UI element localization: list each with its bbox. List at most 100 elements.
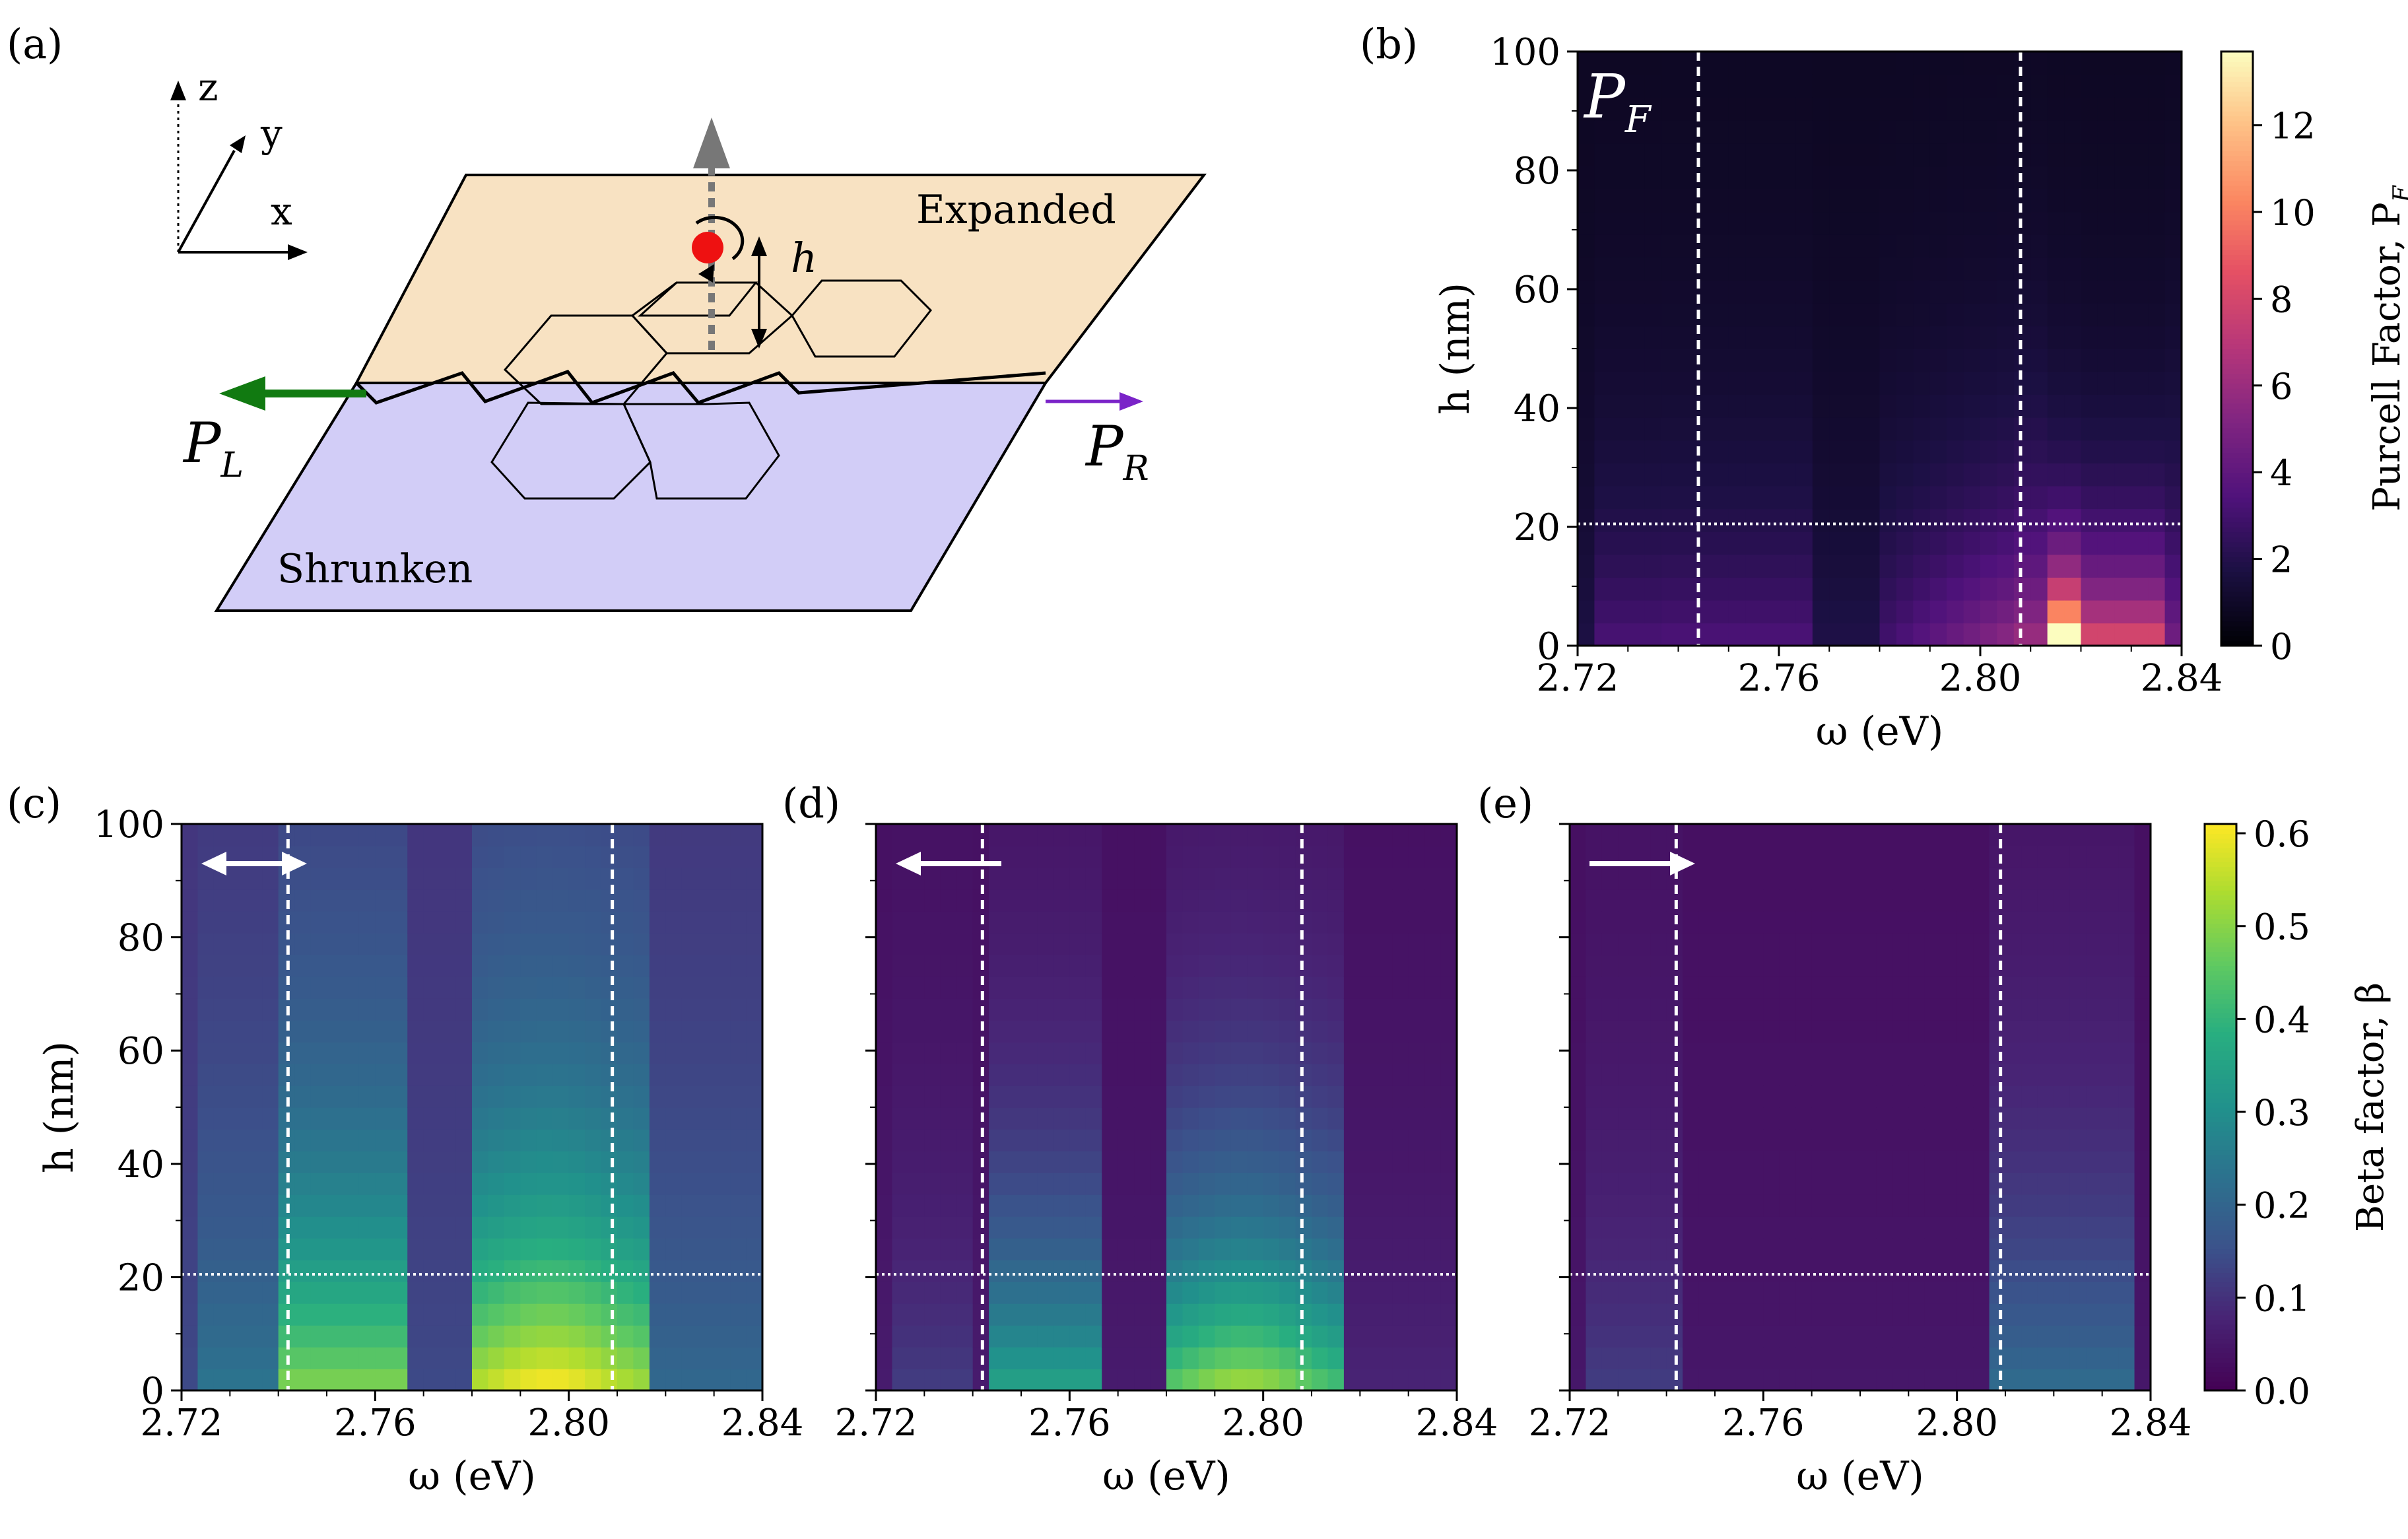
heatmap-cell [2131, 302, 2149, 327]
heatmap-cell [213, 1173, 231, 1195]
heatmap-cell [1779, 325, 1797, 349]
heatmap-cell [1795, 257, 1813, 281]
colorbar-segment [2205, 1173, 2236, 1179]
heatmap-cell [1924, 846, 1942, 868]
colorbar-segment [2221, 324, 2253, 329]
left-arrow-head [219, 376, 265, 411]
heatmap-cell [2118, 1194, 2135, 1217]
heatmap-cell [1812, 211, 1830, 235]
heatmap-cell [1102, 1085, 1119, 1108]
heatmap-cell [1863, 463, 1881, 487]
heatmap-cell [1712, 554, 1729, 578]
heatmap-cell [1424, 911, 1442, 934]
heatmap-cell [2097, 623, 2116, 646]
heatmap-cell [1762, 97, 1780, 121]
heatmap-cell [714, 1369, 731, 1391]
heatmap-cell [440, 1194, 457, 1217]
heatmap-cell [1102, 1325, 1119, 1348]
colorbar-segment [2221, 81, 2253, 87]
heatmap-cell [2134, 1260, 2151, 1282]
heatmap-cell [2013, 120, 2032, 144]
heatmap-cell [1424, 1216, 1442, 1239]
heatmap-cell [940, 955, 958, 977]
heatmap-cell [1586, 1303, 1603, 1326]
colorbar-segment [2205, 1385, 2236, 1391]
heatmap-cell [1795, 1369, 1813, 1391]
axes-e: 2.72 2.76 2.80 2.84ω (eV) [1529, 823, 2191, 1499]
heatmap-cell [407, 1042, 424, 1064]
heatmap-cell [585, 998, 602, 1021]
heatmap-cell [940, 1107, 958, 1130]
heatmap-cell [1118, 955, 1135, 977]
heatmap-cell [1683, 933, 1700, 955]
heatmap-cell [924, 1129, 941, 1151]
heatmap-cell [1762, 74, 1780, 98]
heatmap-cell [375, 1151, 392, 1173]
heatmap-cell [1166, 1260, 1184, 1282]
heatmap-cell [552, 1085, 570, 1108]
heatmap-cell [2102, 1369, 2119, 1391]
heatmap-cell [730, 1282, 747, 1304]
heatmap-cell [1634, 1325, 1652, 1348]
heatmap-cell [1980, 531, 1998, 555]
heatmap-cell [440, 1020, 457, 1043]
heatmap-cell [1956, 1129, 1974, 1151]
heatmap-cell [343, 1020, 360, 1043]
x-axis-title: ω (eV) [1796, 1453, 1924, 1499]
heatmap-cell [989, 1173, 1006, 1195]
colorbar-segment [2205, 1168, 2236, 1174]
heatmap-cell [1578, 211, 1595, 235]
heatmap-cell [327, 955, 344, 977]
heatmap-cell [665, 911, 683, 934]
heatmap-cell [1731, 1260, 1748, 1282]
heatmap-cell [1762, 120, 1780, 144]
heatmap-cell [1570, 911, 1587, 934]
heatmap-cell [585, 1129, 602, 1151]
heatmap-cell [1924, 1238, 1942, 1260]
heatmap-cell [2114, 508, 2132, 532]
heatmap-cell [472, 1085, 489, 1108]
colorbar-segment [2205, 1163, 2236, 1169]
heatmap-cell [617, 1042, 634, 1064]
heatmap-cell [423, 1282, 440, 1304]
heatmap-cell [262, 1064, 279, 1086]
heatmap-cell [1005, 1151, 1022, 1173]
heatmap-cell [1947, 599, 1964, 624]
heatmap-cell [585, 1325, 602, 1348]
heatmap-cell [1440, 1303, 1457, 1326]
heatmap-cell [1578, 97, 1595, 121]
heatmap-cell [1844, 1085, 1861, 1108]
heatmap-cell [1005, 1085, 1022, 1108]
heatmap-cell [908, 1173, 925, 1195]
heatmap-cell [2102, 824, 2119, 846]
heatmap-cell [1611, 302, 1629, 327]
heatmap-cell [488, 1194, 505, 1217]
heatmap-cell [1134, 1303, 1151, 1326]
heatmap-cell [1644, 120, 1662, 144]
heatmap-cell [440, 868, 457, 890]
heatmap-cell [1053, 1260, 1071, 1282]
heatmap-cell [327, 1107, 344, 1130]
heatmap-cell [714, 1238, 731, 1260]
heatmap-cell [504, 911, 521, 934]
colorbar-segment [2205, 1093, 2236, 1099]
heatmap-cell [2030, 234, 2048, 258]
heatmap-cell [440, 933, 457, 955]
heatmap-cell [1376, 1020, 1393, 1043]
heatmap-cell [536, 1064, 554, 1086]
heatmap-cell [714, 868, 731, 890]
heatmap-cell [1586, 933, 1603, 955]
heatmap-cell [1392, 1129, 1409, 1151]
heatmap-cell [730, 889, 747, 912]
heatmap-cell [1037, 1238, 1054, 1260]
heatmap-cell [1634, 1216, 1652, 1239]
heatmap-cell [391, 1347, 409, 1369]
heatmap-cell [908, 1282, 925, 1304]
colorbar-segment [2221, 250, 2253, 256]
heatmap-cell [182, 1303, 199, 1326]
heatmap-cell [1166, 1325, 1184, 1348]
heatmap-cell [2013, 485, 2032, 510]
heatmap-cell [1343, 933, 1361, 955]
heatmap-cell [1876, 955, 1893, 977]
heatmap-cell [1844, 911, 1861, 934]
